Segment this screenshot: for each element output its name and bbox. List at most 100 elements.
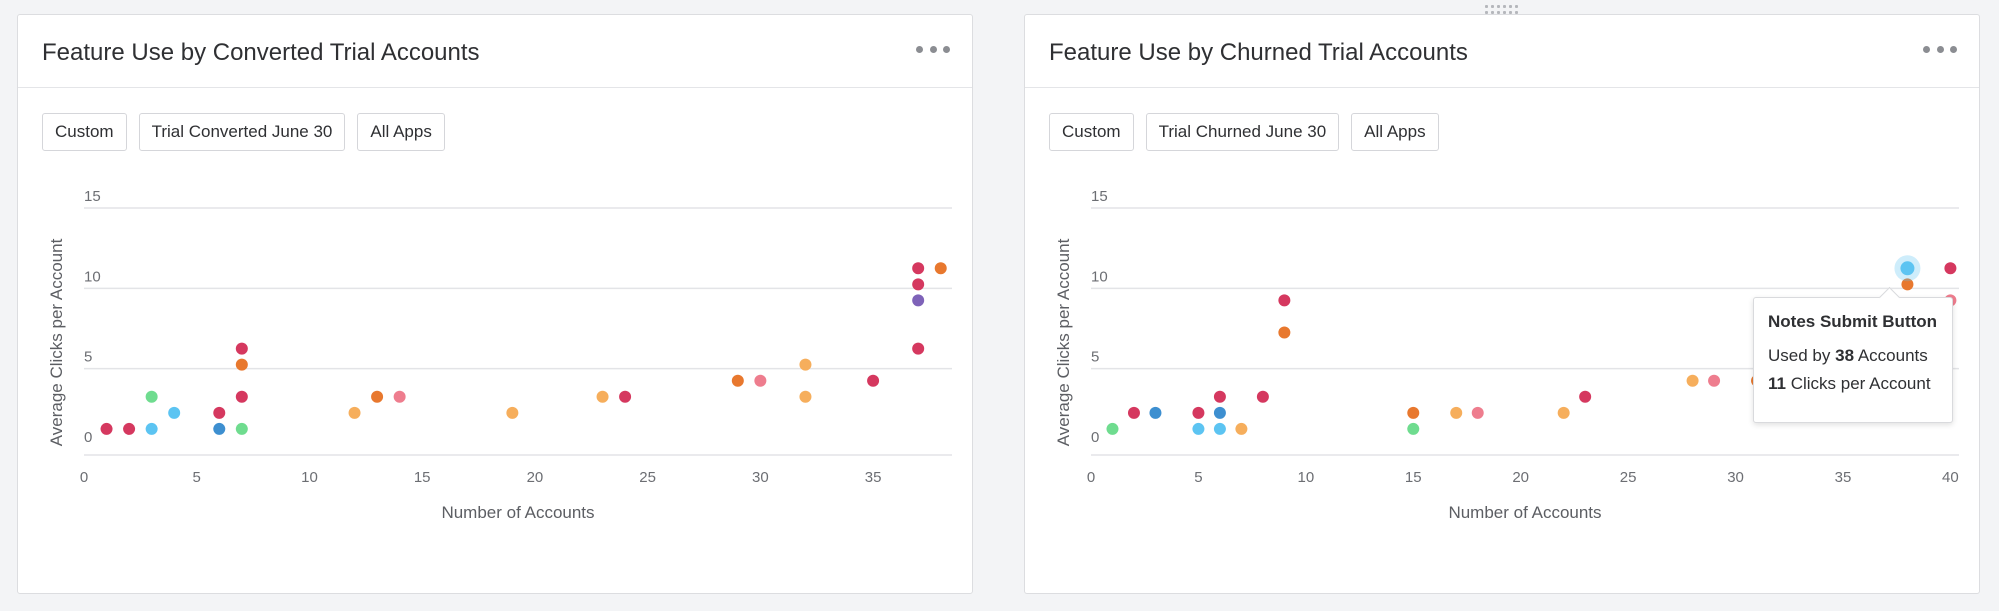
data-point[interactable] <box>1192 422 1205 435</box>
date-range-custom-button[interactable]: Custom <box>1049 113 1134 151</box>
tooltip-clicks-value: 11 <box>1768 374 1786 393</box>
x-tick-label: 30 <box>1727 469 1744 486</box>
data-point[interactable] <box>100 422 113 435</box>
x-tick-label: 0 <box>80 469 88 486</box>
data-point[interactable] <box>235 342 248 355</box>
tooltip-used-by-value: 38 <box>1835 346 1855 365</box>
date-range-custom-button[interactable]: Custom <box>42 113 127 151</box>
y-tick-label: 5 <box>1091 349 1099 366</box>
data-point[interactable] <box>799 358 812 371</box>
churned-trial-panel: Feature Use by Churned Trial Accounts Cu… <box>1024 5 1980 594</box>
data-point[interactable] <box>145 422 158 435</box>
x-tick-label: 35 <box>865 469 882 486</box>
data-point[interactable] <box>1278 294 1291 307</box>
chart-tooltip: Notes Submit Button Used by 38 Accounts … <box>1753 286 1953 423</box>
data-point[interactable] <box>1278 326 1291 339</box>
data-point[interactable] <box>506 406 519 419</box>
data-point[interactable] <box>1256 390 1269 403</box>
data-point[interactable] <box>1708 374 1721 387</box>
x-tick-label: 5 <box>193 469 201 486</box>
data-point[interactable] <box>1944 262 1957 275</box>
converted-scatter-chart: 0 5 10 15 0 5 10 15 20 25 30 35 Number of Accounts Av… <box>47 188 952 522</box>
data-point[interactable] <box>371 390 384 403</box>
data-point[interactable] <box>619 390 632 403</box>
data-point[interactable] <box>1127 406 1140 419</box>
data-point[interactable] <box>1686 374 1699 387</box>
data-point[interactable] <box>1407 422 1420 435</box>
x-tick-label: 10 <box>1298 469 1315 486</box>
x-tick-label: 10 <box>301 469 318 486</box>
x-tick-label: 15 <box>1405 469 1422 486</box>
data-point[interactable] <box>235 358 248 371</box>
highlighted-data-point[interactable] <box>1900 261 1915 276</box>
more-options-icon[interactable] <box>916 39 950 59</box>
data-point[interactable] <box>1407 406 1420 419</box>
x-axis-label: Number of Accounts <box>441 503 594 522</box>
y-tick-label: 15 <box>84 188 101 205</box>
churned-scatter-chart: 0 5 10 15 0 5 10 15 20 25 30 35 40 Number of Accounts… <box>1054 188 1959 522</box>
y-tick-label: 10 <box>84 268 101 285</box>
data-point[interactable] <box>912 294 925 307</box>
x-tick-label: 20 <box>527 469 544 486</box>
data-point[interactable] <box>235 422 248 435</box>
data-point[interactable] <box>1149 406 1162 419</box>
data-point[interactable] <box>754 374 767 387</box>
data-point[interactable] <box>1106 422 1119 435</box>
data-point[interactable] <box>393 390 406 403</box>
tooltip-title: Notes Submit Button <box>1768 312 1938 331</box>
data-point[interactable] <box>1557 406 1570 419</box>
tooltip-used-by: Used by 38 Accounts <box>1768 346 1938 366</box>
data-point[interactable] <box>731 374 744 387</box>
data-point[interactable] <box>1471 406 1484 419</box>
segment-filter-button[interactable]: Trial Converted June 30 <box>138 113 346 151</box>
tooltip-clicks-suffix: Clicks per Account <box>1790 374 1931 393</box>
data-point[interactable] <box>1901 278 1914 291</box>
panel-header: Feature Use by Converted Trial Accounts <box>18 15 972 88</box>
data-point[interactable] <box>213 406 226 419</box>
tooltip-used-by-suffix: Accounts <box>1857 346 1928 365</box>
data-point[interactable] <box>912 262 925 275</box>
y-axis-label: Average Clicks per Account <box>1054 238 1073 446</box>
x-tick-label: 25 <box>1620 469 1637 486</box>
y-tick-label: 5 <box>84 349 92 366</box>
data-point[interactable] <box>1192 406 1205 419</box>
x-tick-label: 5 <box>1194 469 1202 486</box>
y-tick-label: 10 <box>1091 268 1108 285</box>
data-point[interactable] <box>912 278 925 291</box>
app-filter-button[interactable]: All Apps <box>1351 113 1439 151</box>
data-point[interactable] <box>1213 390 1226 403</box>
tooltip-clicks: 11 Clicks per Account <box>1768 374 1938 394</box>
data-point[interactable] <box>1579 390 1592 403</box>
x-tick-label: 40 <box>1942 469 1959 486</box>
filter-bar: Custom Trial Churned June 30 All Apps <box>1049 113 1439 151</box>
data-point[interactable] <box>348 406 361 419</box>
x-tick-label: 30 <box>752 469 769 486</box>
data-point[interactable] <box>912 342 925 355</box>
data-point[interactable] <box>235 390 248 403</box>
data-point[interactable] <box>596 390 609 403</box>
y-tick-label: 0 <box>84 429 92 446</box>
y-axis-label: Average Clicks per Account <box>47 238 66 446</box>
data-point[interactable] <box>213 422 226 435</box>
data-point[interactable] <box>123 422 136 435</box>
x-tick-label: 25 <box>639 469 656 486</box>
data-point[interactable] <box>867 374 880 387</box>
data-point[interactable] <box>1213 422 1226 435</box>
converted-trial-panel: Feature Use by Converted Trial Accounts … <box>17 14 973 594</box>
data-point[interactable] <box>1213 406 1226 419</box>
data-point[interactable] <box>934 262 947 275</box>
app-filter-button[interactable]: All Apps <box>357 113 445 151</box>
y-tick-label: 0 <box>1091 429 1099 446</box>
x-axis-label: Number of Accounts <box>1448 503 1601 522</box>
data-point[interactable] <box>1450 406 1463 419</box>
panel-header: Feature Use by Churned Trial Accounts <box>1025 15 1979 88</box>
tooltip-used-by-prefix: Used by <box>1768 346 1831 365</box>
data-point[interactable] <box>799 390 812 403</box>
drag-handle-icon[interactable] <box>1485 5 1521 15</box>
data-point[interactable] <box>145 390 158 403</box>
data-point[interactable] <box>1235 422 1248 435</box>
x-tick-label: 15 <box>414 469 431 486</box>
segment-filter-button[interactable]: Trial Churned June 30 <box>1145 113 1340 151</box>
more-options-icon[interactable] <box>1923 39 1957 59</box>
data-point[interactable] <box>168 406 181 419</box>
